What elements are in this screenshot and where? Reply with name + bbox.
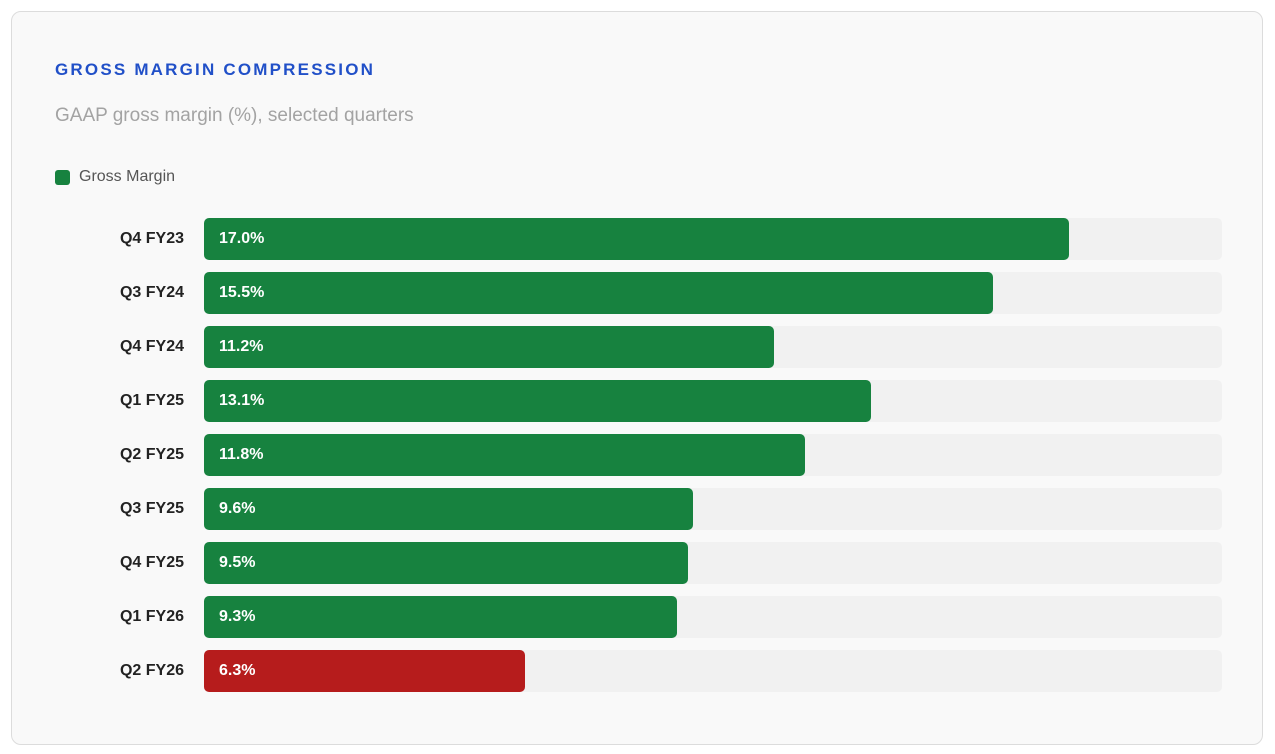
- category-label: Q1 FY26: [119, 608, 184, 625]
- bar-track: 15.5%: [204, 272, 1222, 314]
- bar-track: 13.1%: [204, 380, 1222, 422]
- bar: 6.3%: [204, 650, 525, 692]
- bar-value-label: 17.0%: [219, 230, 265, 247]
- bar-value-label: 9.5%: [219, 554, 256, 571]
- bar: 9.6%: [204, 488, 693, 530]
- category-label: Q2 FY26: [119, 662, 184, 679]
- bar: 9.5%: [204, 542, 688, 584]
- bar-value-label: 9.6%: [219, 500, 256, 517]
- bar-track: 11.8%: [204, 434, 1222, 476]
- chart-subtitle: GAAP gross margin (%), selected quarters: [55, 105, 414, 126]
- bar-value-label: 13.1%: [219, 392, 265, 409]
- bar-value-label: 11.2%: [219, 338, 264, 355]
- bar-value-label: 15.5%: [219, 284, 265, 301]
- category-label: Q3 FY24: [119, 284, 184, 301]
- legend: Gross Margin: [55, 168, 175, 186]
- chart-card: GROSS MARGIN COMPRESSION GAAP gross marg…: [11, 11, 1263, 745]
- bar: 15.5%: [204, 272, 993, 314]
- category-label: Q1 FY25: [119, 392, 184, 409]
- bar-track: 9.3%: [204, 596, 1222, 638]
- chart-title: GROSS MARGIN COMPRESSION: [55, 60, 376, 79]
- legend-swatch: [55, 169, 70, 185]
- category-label: Q4 FY24: [119, 338, 184, 355]
- bar-track: 9.5%: [204, 542, 1222, 584]
- bar-value-label: 9.3%: [219, 608, 256, 625]
- bar: 11.8%: [204, 434, 805, 476]
- bar-track: 17.0%: [204, 218, 1222, 260]
- category-label: Q4 FY23: [119, 230, 184, 247]
- bar-track: 6.3%: [204, 650, 1222, 692]
- bar: 13.1%: [204, 380, 871, 422]
- bar: 11.2%: [204, 326, 775, 368]
- category-label: Q3 FY25: [119, 500, 184, 517]
- bar-track: 11.2%: [204, 326, 1222, 368]
- legend-label: Gross Margin: [79, 168, 176, 185]
- category-label: Q4 FY25: [119, 554, 184, 571]
- bar: 9.3%: [204, 596, 678, 638]
- bar: 17.0%: [204, 218, 1070, 260]
- bar-track: 9.6%: [204, 488, 1222, 530]
- bar-value-label: 6.3%: [219, 662, 256, 679]
- category-label: Q2 FY25: [119, 446, 184, 463]
- bar-value-label: 11.8%: [219, 446, 264, 463]
